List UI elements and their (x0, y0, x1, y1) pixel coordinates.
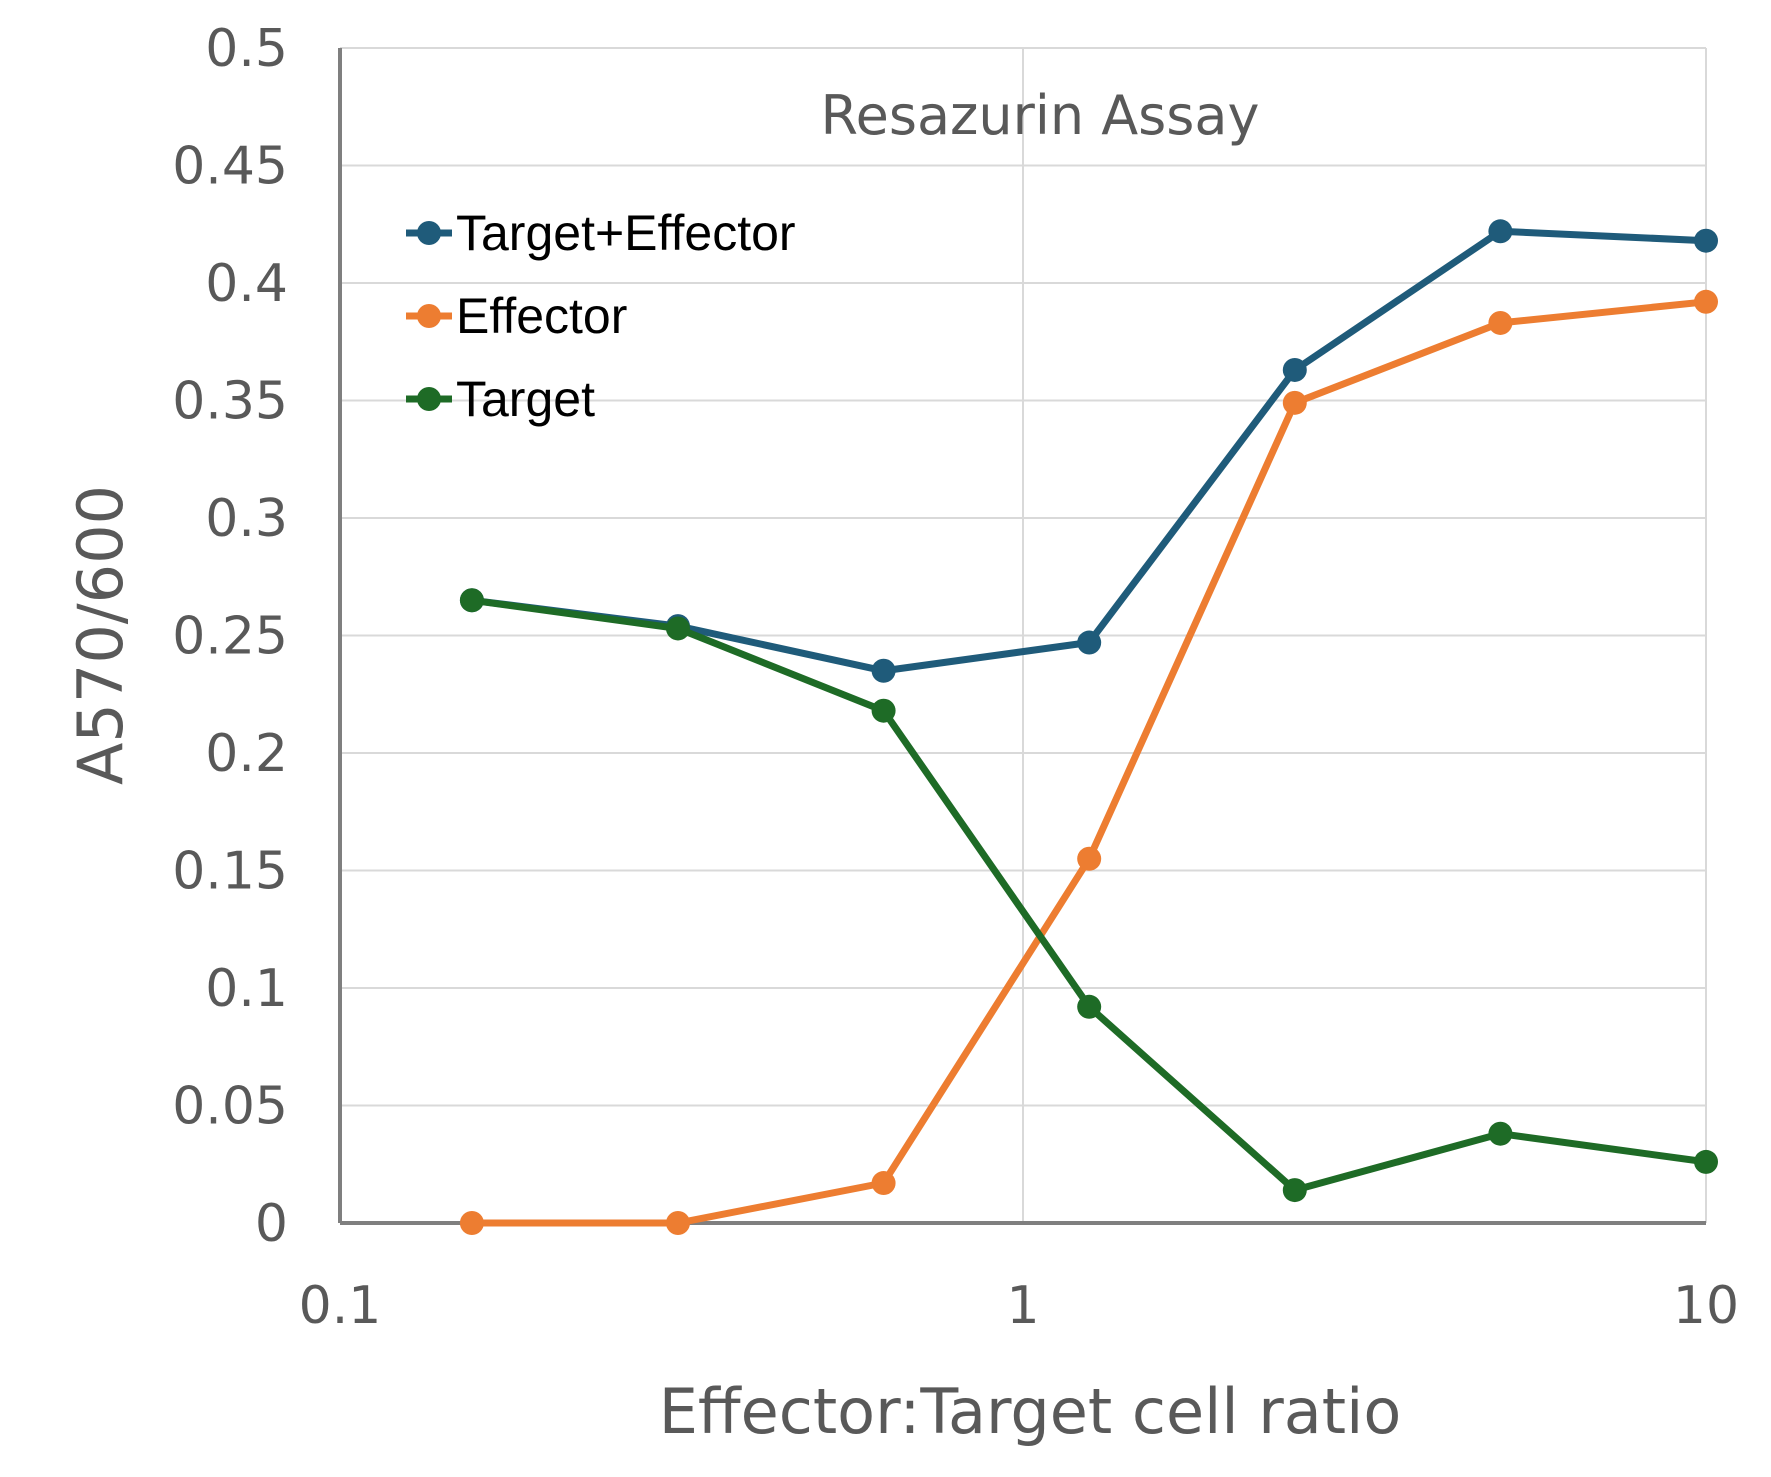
data-point (665, 1211, 690, 1235)
y-tick-label: 0.35 (172, 372, 288, 432)
y-axis-title: A570/600 (64, 485, 137, 785)
legend: Target+Effector Effector Target (406, 205, 796, 427)
y-tick-label: 0.3 (205, 489, 288, 549)
x-tick-label: 0.1 (299, 1276, 382, 1336)
data-point (1077, 994, 1102, 1019)
y-tick-label: 0.45 (172, 137, 288, 197)
data-point (1488, 310, 1513, 335)
data-point (459, 588, 484, 613)
series-line (471, 298, 1707, 1227)
legend-marker (417, 387, 441, 411)
data-point (1488, 1121, 1513, 1146)
data-point (1282, 390, 1307, 415)
data-point (1282, 1178, 1307, 1203)
legend-label: Target+Effector (456, 205, 796, 261)
series-line (471, 596, 1707, 1194)
y-tick-label: 0.05 (172, 1077, 288, 1137)
legend-marker (417, 221, 441, 245)
data-point (1282, 357, 1307, 382)
series-layer (459, 219, 1718, 1235)
series-effector (459, 289, 1718, 1235)
data-point (1077, 846, 1102, 871)
y-tick-label: 0.4 (205, 254, 288, 314)
x-tick-label: 1 (1006, 1276, 1039, 1336)
legend-item: Effector (406, 288, 627, 344)
data-point (459, 1211, 484, 1235)
series-target-effector (459, 219, 1718, 683)
data-point (1077, 630, 1102, 655)
y-tick-label: 0.5 (205, 19, 288, 79)
y-tick-label: 0 (255, 1194, 288, 1254)
data-point (1694, 1149, 1718, 1174)
y-tick-label: 0.25 (172, 607, 288, 667)
legend-label: Target (456, 371, 595, 427)
y-tick-labels: 0 0.05 0.1 0.15 0.2 0.25 0.3 0.35 0.4 0.45 0.5 (172, 19, 288, 1254)
legend-label: Effector (456, 288, 627, 344)
data-point (1694, 228, 1718, 253)
data-point (665, 616, 690, 641)
data-point (871, 1171, 896, 1196)
data-point (1488, 219, 1513, 244)
data-point (871, 698, 896, 723)
y-tick-label: 0.15 (172, 842, 288, 902)
x-tick-labels: 0.1 1 10 (299, 1276, 1739, 1336)
y-tick-label: 0.2 (205, 724, 288, 784)
series-target (459, 588, 1718, 1203)
data-point (871, 658, 896, 683)
legend-item: Target (406, 371, 595, 427)
legend-item: Target+Effector (406, 205, 796, 261)
series-line (471, 227, 1707, 675)
chart-title: Resazurin Assay (821, 84, 1260, 147)
x-axis-title: Effector:Target cell ratio (659, 1375, 1402, 1448)
data-point (1694, 289, 1718, 314)
x-tick-label: 10 (1673, 1276, 1739, 1336)
legend-marker (417, 304, 441, 328)
y-tick-label: 0.1 (205, 959, 288, 1019)
